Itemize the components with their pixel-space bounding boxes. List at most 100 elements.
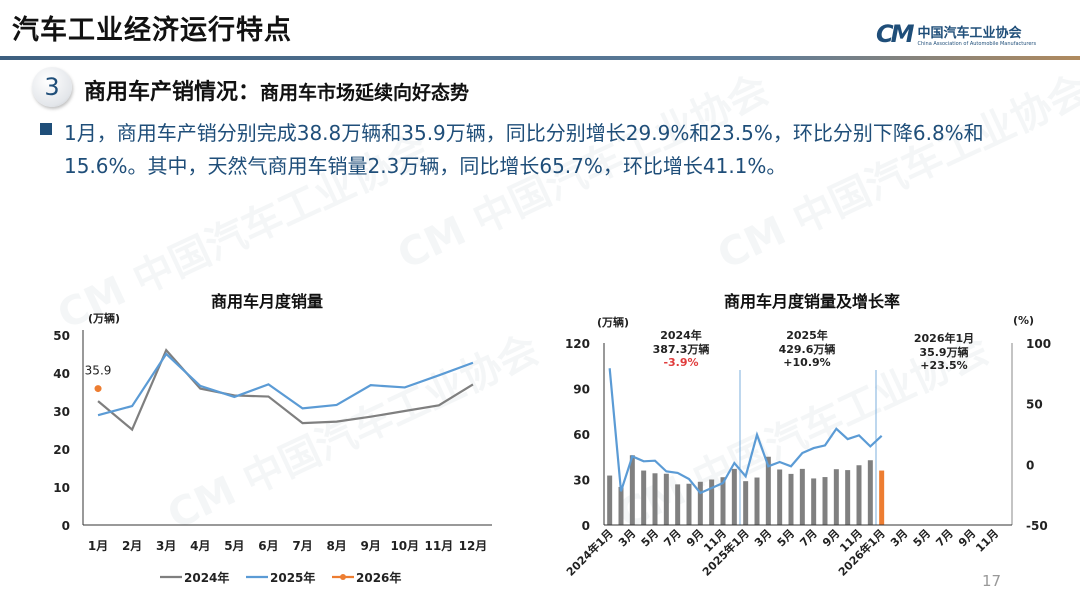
sales-bar: [618, 486, 624, 525]
sales-bar: [754, 477, 760, 525]
y-tick-label: 0: [62, 519, 70, 533]
x-tick-label: 8月: [326, 539, 346, 553]
growth-rate-line: [608, 368, 883, 495]
x-tick-label: 12月: [459, 539, 488, 553]
monthly-sales-line-chart: 0 10 20 30 40 50 1月 2月 3月 4月 5月 6月 7月 8月 9月 10月 11月 12月 20…: [53, 329, 492, 585]
x-tick-label: 5月: [911, 527, 933, 549]
logo-en-text: China Association of Automobile Manufact…: [917, 40, 1037, 47]
y-tick-label: 30: [573, 474, 590, 488]
y-tick-label: 90: [573, 383, 590, 397]
sales-bar: [822, 477, 828, 525]
sales-bar: [629, 455, 635, 525]
x-tick-label: 6月: [258, 539, 278, 553]
sales-bar: [811, 478, 817, 525]
x-tick-label: 11月: [425, 539, 454, 553]
sales-bar: [709, 479, 715, 525]
right-chart-unit: (万辆): [597, 316, 630, 329]
legend-label: 2025年: [270, 570, 315, 585]
x-tick-label: 3月: [752, 527, 774, 549]
annotation-change: +23.5%: [920, 359, 967, 372]
y2-tick-label: 50: [1026, 398, 1043, 412]
x-tick-label: 7月: [661, 527, 683, 549]
y-tick-label: 120: [565, 337, 590, 351]
sales-bar: [675, 484, 681, 525]
annotation-total: 387.3万辆: [653, 342, 710, 356]
sales-bar: [833, 469, 839, 525]
square-bullet-icon: [40, 123, 52, 135]
y2-tick-label: 100: [1026, 337, 1051, 351]
x-tick-label: 4月: [190, 539, 210, 553]
right-chart-unit-pct: (%): [1013, 314, 1035, 327]
annotation-change: +10.9%: [783, 356, 830, 369]
sales-bar: [731, 468, 737, 525]
sales-bar: [777, 469, 783, 525]
sales-bar: [867, 460, 873, 525]
sales-bar: [720, 477, 726, 525]
right-chart-title: 商用车月度销量及增长率: [723, 292, 900, 311]
x-tick-label: 7月: [797, 527, 819, 549]
logo-mark-icon: CM: [876, 20, 914, 48]
y-tick-label: 20: [53, 443, 70, 457]
x-tick-label: 9月: [361, 539, 381, 553]
y2-tick-label: -50: [1026, 519, 1048, 533]
sales-bar: [799, 468, 805, 525]
legend-label: 2026年: [356, 570, 401, 585]
y-tick-label: 30: [53, 405, 70, 419]
summary-paragraph: 1月，商用车产销分别完成38.8万辆和35.9万辆，同比分别增长29.9%和23…: [64, 121, 984, 178]
series-line-2025年: [97, 352, 474, 417]
sales-bar: [652, 473, 658, 525]
sales-bar: [607, 475, 613, 525]
annotation-change: -3.9%: [663, 356, 698, 369]
left-chart-title: 商用车月度销量: [210, 292, 323, 311]
legend-label: 2024年: [184, 570, 229, 585]
series-point-2026年: [94, 385, 102, 393]
y-tick-label: 50: [53, 329, 70, 343]
y-tick-label: 10: [53, 481, 70, 495]
sales-bar: [788, 473, 794, 525]
section-subtitle: 商用车市场延续向好态势: [260, 82, 470, 104]
x-tick-label: 5月: [224, 539, 244, 553]
x-tick-label: 3月: [156, 539, 176, 553]
logo-cn-text: 中国汽车工业协会: [917, 25, 1022, 41]
x-tick-label: 2024年1月: [563, 526, 616, 579]
x-tick-label: 2月: [122, 539, 142, 553]
x-tick-label: 5月: [639, 527, 661, 549]
annotation-year: 2025年: [786, 328, 828, 342]
y-tick-label: 40: [53, 367, 70, 381]
sales-bar: [697, 481, 703, 525]
x-tick-label: 5月: [775, 527, 797, 549]
annotation-year: 2026年1月: [914, 331, 974, 345]
sales-bar: [879, 470, 885, 525]
y-tick-label: 60: [573, 428, 590, 442]
legend-marker: [340, 574, 346, 580]
page-number: 17: [982, 572, 1002, 590]
section-title: 商用车产销情况：: [84, 80, 261, 105]
sales-bar: [663, 473, 669, 525]
section-heading: 商用车产销情况：商用车市场延续向好态势: [84, 74, 469, 106]
section-number-badge: 3: [32, 67, 72, 107]
sales-bar: [641, 470, 647, 525]
y-tick-label: 0: [582, 519, 590, 533]
x-tick-label: 10月: [390, 539, 419, 553]
page-title: 汽车工业经济运行特点: [12, 15, 292, 46]
annotation-total: 35.9万辆: [919, 345, 968, 359]
x-tick-label: 11月: [973, 527, 1001, 555]
left-chart-unit: (万辆): [88, 312, 121, 325]
x-tick-label: 3月: [888, 527, 910, 549]
caam-logo: CM 中国汽车工业协会 China Association of Automob…: [876, 20, 1036, 48]
data-label: 35.9: [85, 364, 112, 378]
y2-tick-label: 0: [1026, 458, 1034, 472]
sales-bar: [743, 481, 749, 525]
sales-bar: [856, 465, 862, 525]
x-tick-label: 1月: [88, 539, 108, 553]
x-tick-label: 3月: [616, 527, 638, 549]
annotation-total: 429.6万辆: [779, 342, 836, 356]
x-tick-label: 7月: [933, 527, 955, 549]
x-tick-label: 7月: [292, 539, 312, 553]
header-divider: [0, 56, 1080, 60]
sales-bar: [765, 456, 771, 525]
annotation-year: 2024年: [660, 328, 702, 342]
sales-bar: [845, 470, 851, 525]
sales-bar: [686, 483, 692, 525]
